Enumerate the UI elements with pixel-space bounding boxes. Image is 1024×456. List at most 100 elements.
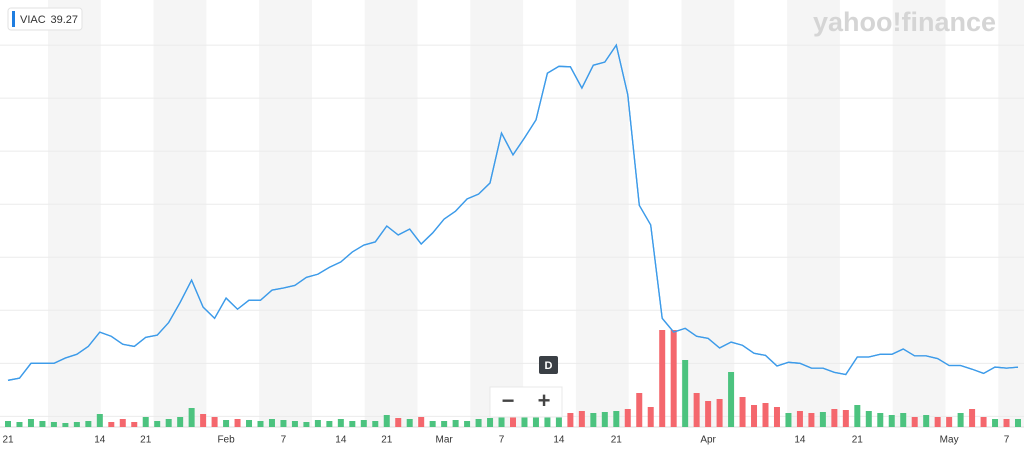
volume-bar	[728, 372, 735, 427]
volume-bar	[452, 420, 459, 427]
legend-box	[7, 7, 83, 31]
volume-bar	[751, 405, 758, 427]
volume-bar	[280, 420, 287, 427]
volume-bar	[624, 409, 631, 427]
volume-bar	[96, 414, 103, 427]
x-tick-label: Feb	[217, 435, 235, 446]
x-tick-label: 21	[381, 435, 393, 446]
volume-bar	[659, 330, 666, 427]
volume-bar	[16, 422, 23, 427]
volume-bar	[372, 421, 379, 427]
volume-bar	[303, 422, 310, 427]
volume-bar	[819, 412, 826, 427]
volume-bar	[62, 423, 69, 427]
band	[787, 0, 840, 427]
x-tick-label: 14	[94, 435, 106, 446]
volume-bar	[119, 419, 126, 427]
volume-bar	[383, 415, 390, 427]
volume-bar	[578, 411, 585, 427]
volume-bar	[257, 421, 264, 427]
volume-bar	[131, 422, 138, 427]
volume-bar	[268, 419, 275, 427]
volume-bar	[992, 419, 999, 427]
band	[48, 0, 101, 427]
volume-bar	[854, 405, 861, 427]
x-tick-label: 21	[2, 435, 14, 446]
zoom-panel	[489, 386, 563, 418]
zoom-out[interactable]: −	[502, 388, 515, 413]
x-tick-label: 14	[553, 435, 565, 446]
volume-bar	[337, 419, 344, 427]
x-tick-label: 14	[794, 435, 806, 446]
volume-bar	[923, 415, 930, 427]
volume-bar	[957, 413, 964, 427]
x-tick-label: 21	[852, 435, 864, 446]
volume-bar	[911, 417, 918, 427]
volume-bar	[349, 421, 356, 427]
volume-bar	[865, 411, 872, 427]
x-tick-label: 7	[281, 435, 287, 446]
x-tick-label: Mar	[436, 435, 454, 446]
band	[470, 0, 524, 427]
volume-bar	[1003, 419, 1010, 427]
volume-bar	[739, 397, 746, 427]
volume-bar	[395, 418, 402, 427]
volume-bar	[613, 411, 620, 427]
volume-bar	[85, 421, 92, 427]
x-tick-label: May	[940, 435, 959, 446]
legend-value: 39.27	[50, 14, 78, 26]
volume-bar	[50, 422, 57, 427]
volume-bar	[693, 393, 700, 427]
volume-bar	[808, 413, 815, 427]
legend: VIAC 39.27	[7, 7, 83, 31]
volume-bar	[601, 412, 608, 427]
legend-swatch	[12, 11, 15, 27]
volume-bar	[475, 419, 482, 427]
volume-bar	[590, 413, 597, 427]
volume-bar	[200, 414, 207, 427]
zoom-in[interactable]: +	[538, 388, 551, 413]
x-tick-label: 7	[1004, 435, 1010, 446]
volume-bar	[831, 409, 838, 427]
x-tick-label: 7	[499, 435, 505, 446]
volume-bar	[291, 421, 298, 427]
band	[259, 0, 312, 427]
volume-bar	[441, 421, 448, 427]
volume-bar	[785, 413, 792, 427]
volume-bar	[464, 421, 471, 427]
volume-bar	[142, 417, 149, 427]
x-tick-label: 14	[335, 435, 347, 446]
volume-bar	[73, 422, 80, 427]
volume-bar	[165, 419, 172, 427]
volume-bar	[5, 421, 11, 427]
volume-bar	[223, 420, 230, 427]
volume-bar	[682, 360, 689, 427]
volume-bar	[27, 419, 34, 427]
volume-bar	[555, 414, 562, 427]
interval-button[interactable]: D	[539, 356, 558, 374]
volume-bar	[705, 401, 712, 427]
volume-bar	[521, 417, 528, 427]
volume-bar	[487, 418, 494, 427]
volume-bar	[796, 411, 803, 427]
legend-name: VIAC	[20, 14, 46, 26]
volume-bar	[108, 422, 115, 427]
x-tick-label: 21	[140, 435, 152, 446]
interval-box[interactable]	[539, 356, 558, 374]
marks	[5, 43, 1021, 427]
volume-bar	[211, 417, 218, 427]
volume-bar	[39, 421, 46, 427]
volume-bar	[544, 411, 551, 427]
volume-bar	[154, 421, 161, 427]
volume-bar	[934, 417, 941, 427]
volume-bar	[980, 417, 987, 427]
volume-bar	[716, 399, 723, 427]
volume-bar	[636, 393, 643, 427]
price-line	[7, 43, 1019, 381]
interval-label[interactable]: D	[545, 360, 553, 372]
band	[681, 0, 735, 427]
volume-bar	[946, 417, 953, 427]
band	[998, 0, 1024, 427]
